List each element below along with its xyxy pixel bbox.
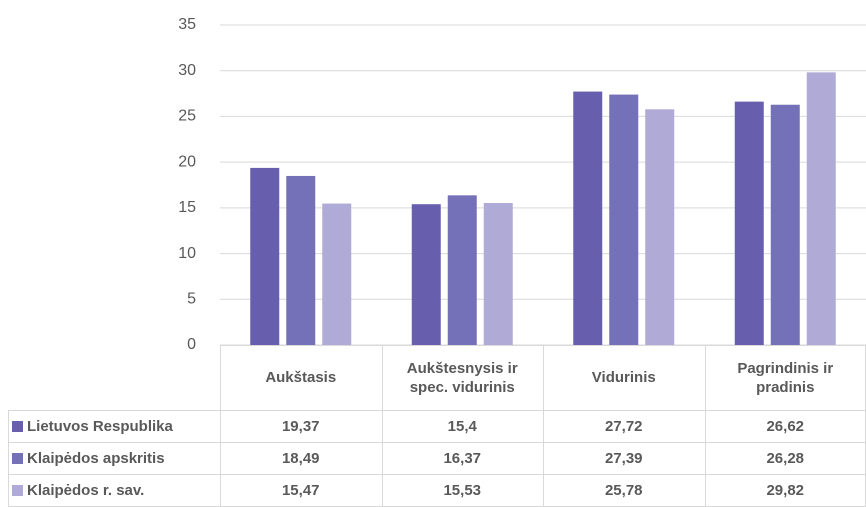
legend-swatch [12, 420, 23, 432]
table-border [8, 474, 866, 475]
y-tick-label: 5 [187, 291, 196, 308]
category-label: Aukštasis [265, 369, 337, 386]
bar [609, 94, 639, 345]
value-label: 19,37 [281, 417, 320, 435]
legend-label: Klaipėdos apskritis [27, 449, 165, 467]
category-label: Vidurinis [591, 369, 656, 386]
bar [806, 72, 836, 346]
y-tick-label: 35 [178, 16, 196, 33]
value-label: 15,4 [447, 417, 477, 435]
bar [286, 175, 316, 345]
legend-entry: Klaipėdos r. sav. [8, 474, 220, 506]
y-tick-label: 10 [178, 245, 196, 262]
table-border [8, 442, 866, 443]
category-label: Pagrindinis ir pradinis [737, 359, 834, 396]
value-label: 26,62 [766, 417, 805, 435]
bar [250, 167, 280, 345]
table-border [8, 410, 866, 411]
y-tick-label: 15 [178, 199, 196, 216]
table-border [381, 345, 383, 506]
bar [447, 195, 477, 345]
y-tick-label: 30 [178, 62, 196, 79]
y-tick-label: 25 [178, 108, 196, 125]
legend-entry: Lietuvos Respublika [8, 410, 220, 442]
bar [411, 204, 441, 345]
y-tick-label: 20 [178, 153, 196, 170]
value-label: 18,49 [281, 449, 320, 467]
value-label: 27,72 [604, 417, 643, 435]
bar [770, 104, 800, 346]
legend-label: Lietuvos Respublika [27, 417, 173, 435]
bar [573, 91, 603, 345]
y-tick-label: 0 [187, 336, 196, 353]
category-label: Aukštesnysis ir spec. vidurinis [406, 359, 518, 396]
table-border [8, 410, 9, 506]
value-label: 27,39 [604, 449, 643, 467]
bar [734, 101, 764, 345]
table-border [220, 345, 221, 506]
legend-entry: Klaipėdos apskritis [8, 442, 220, 474]
value-label: 29,82 [766, 481, 805, 499]
value-label: 25,78 [604, 481, 643, 499]
value-label: 16,37 [443, 449, 482, 467]
legend-swatch [12, 452, 23, 464]
legend-label: Klaipėdos r. sav. [27, 481, 145, 499]
value-label: 26,28 [766, 449, 805, 467]
legend-swatch [12, 484, 23, 496]
table-border [220, 345, 866, 346]
bar [322, 203, 352, 345]
value-label: 15,47 [281, 481, 320, 499]
table-border [704, 345, 706, 506]
table-border [543, 345, 544, 506]
value-label: 15,53 [443, 481, 482, 499]
bar [483, 203, 513, 345]
bar [645, 109, 675, 345]
